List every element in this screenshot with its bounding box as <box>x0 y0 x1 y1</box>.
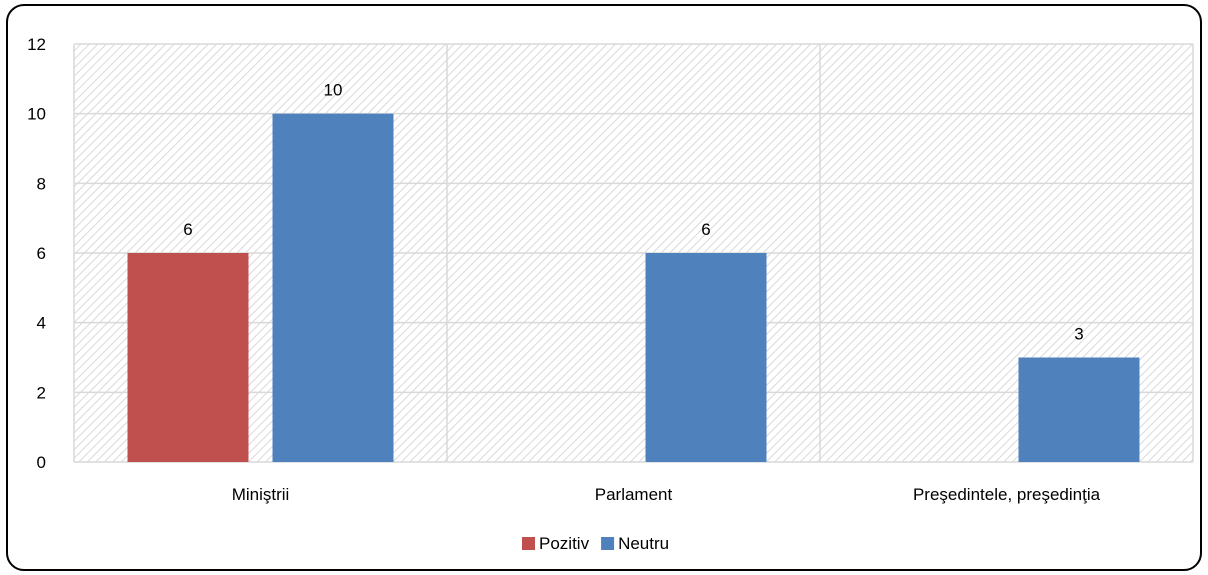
bar-neutru <box>1018 357 1140 462</box>
bar-neutru <box>272 113 394 463</box>
data-label: 6 <box>183 220 192 239</box>
y-tick-label: 12 <box>27 35 46 54</box>
bar-pozitiv <box>127 253 249 462</box>
y-tick-label: 8 <box>37 174 46 193</box>
y-tick-label: 6 <box>37 244 46 263</box>
y-tick-label: 10 <box>27 105 46 124</box>
bar-chart: 0 2 4 6 8 10 12 6 10 6 3 Miniştrii Parlament Preşed… <box>27 35 1194 553</box>
data-label: 6 <box>701 220 710 239</box>
y-tick-label: 0 <box>37 453 46 472</box>
bar-neutru <box>645 253 767 462</box>
legend-swatch-neutru <box>601 537 615 550</box>
legend-label-neutru: Neutru <box>618 534 669 553</box>
legend-label-pozitiv: Pozitiv <box>539 534 590 553</box>
x-category-label: Preşedintele, preşedinţia <box>913 485 1101 504</box>
data-label: 3 <box>1074 325 1083 344</box>
x-category-label: Miniştrii <box>232 485 290 504</box>
legend-swatch-pozitiv <box>522 537 535 550</box>
y-tick-label: 2 <box>37 383 46 402</box>
y-tick-label: 4 <box>37 314 46 333</box>
data-label: 10 <box>324 81 343 100</box>
chart-frame: 0 2 4 6 8 10 12 6 10 6 3 Miniştrii Parlament Preşed… <box>6 4 1202 571</box>
x-category-label: Parlament <box>595 485 673 504</box>
